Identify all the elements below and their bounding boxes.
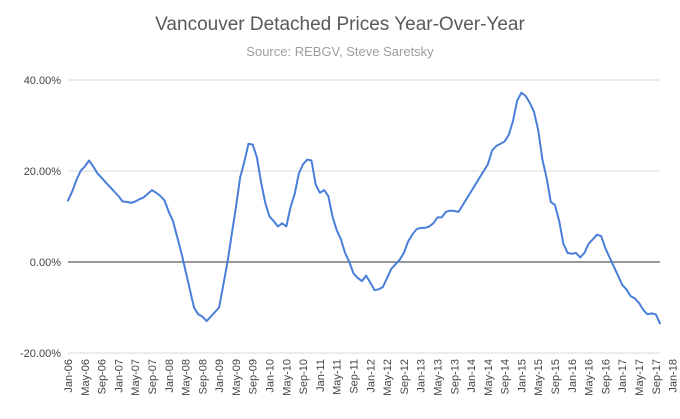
x-tick-label: May-15 [533,359,545,396]
x-tick-label: Sep-17 [651,359,663,394]
x-tick-label: Jan-07 [113,359,125,393]
x-tick-label: May-08 [181,359,193,396]
x-tick-label: May-09 [231,359,243,396]
series-line [67,91,661,325]
x-tick-label: Sep-14 [500,359,512,394]
x-tick-label: May-16 [584,359,596,396]
x-tick-label: Jan-17 [617,359,629,393]
x-tick-label: Sep-06 [97,359,109,394]
x-tick-label: Jan-11 [315,359,327,392]
y-tick-label: 0.00% [30,257,61,269]
x-tick-label: Jan-09 [214,359,226,393]
x-tick-label: Jan-06 [63,359,75,393]
x-tick-label: Jan-10 [265,359,277,393]
x-tick-label: May-07 [130,359,142,396]
x-tick-label: Jan-15 [516,359,528,393]
chart-title: Vancouver Detached Prices Year-Over-Year [155,14,525,35]
x-tick-label: Sep-13 [449,359,461,394]
x-tick-label: Jan-08 [164,359,176,393]
x-tick-label: May-06 [80,359,92,396]
y-tick-label: 40.00% [24,75,62,87]
x-tick-label: Sep-12 [399,359,411,394]
x-tick-label: Sep-15 [550,359,562,394]
x-tick-label: May-13 [432,359,444,396]
x-tick-label: May-10 [281,359,293,396]
x-tick-label: Jan-12 [365,359,377,393]
x-tick-label: Jan-13 [416,359,428,393]
x-tick-label: May-17 [634,359,646,396]
y-tick-label: 20.00% [24,166,62,178]
x-tick-label: May-14 [483,359,495,396]
x-tick-label: Sep-09 [248,359,260,394]
x-tick-label: Jan-16 [567,359,579,393]
x-tick-label: Sep-08 [197,359,209,394]
chart-subtitle: Source: REBGV, Steve Saretsky [246,44,434,59]
x-tick-label: Sep-16 [600,359,612,394]
y-tick-label: -20.00% [20,348,61,360]
x-tick-label: May-11 [332,359,344,395]
x-tick-label: Sep-11 [349,359,361,394]
x-tick-label: May-12 [382,359,394,396]
x-tick-label: Sep-10 [298,359,310,394]
x-tick-label: Sep-07 [147,359,159,394]
x-tick-label: Jan-14 [466,359,478,393]
x-tick-label: Jan-18 [668,359,680,393]
